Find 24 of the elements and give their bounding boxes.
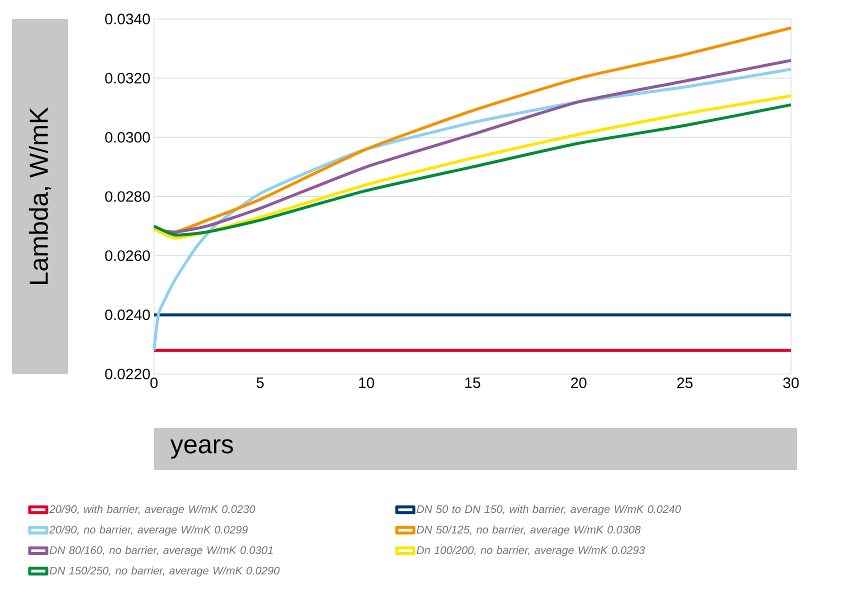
x-tick-label: 25 [677, 378, 693, 388]
legend-label: 20/90, with barrier, average W/mK 0.0230 [49, 505, 256, 516]
y-tick-label: 0.0320 [105, 72, 150, 84]
y-tick-label: 0.0280 [105, 191, 150, 202]
x-tick-label: 5 [256, 378, 264, 388]
x-tick-label: 15 [465, 378, 480, 388]
y-tick-label: 0.0260 [105, 250, 150, 261]
line-series [152, 58, 793, 234]
y-tick-label: 0.0240 [105, 310, 150, 320]
x-tick-label: 30 [783, 378, 799, 388]
legend-label: DN 150/250, no barrier, average W/mK 0.0290 [50, 566, 280, 577]
legend-label: DN 50/125, no barrier, average W/mK 0.0308 [416, 525, 641, 536]
legend-label: Dn 100/200, no barrier, average W/mK 0.0293 [416, 546, 645, 556]
y-tick-label: 0.0340 [105, 14, 150, 24]
x-tick-label: 20 [571, 378, 586, 388]
x-axis-title: years [170, 439, 233, 459]
x-tick-label: 10 [359, 378, 374, 388]
legend-label: DN 50 to DN 150, with barrier, average W/mK 0.0240 [416, 505, 681, 516]
legend-label: DN 80/160, no barrier, average W/mK 0.0301 [50, 546, 273, 556]
y-tick-label: 0.0300 [105, 132, 150, 143]
legend-label: 20/90, no barrier, average W/mK 0.0299 [49, 525, 248, 536]
y-tick-label: 0.0220 [105, 368, 150, 380]
x-tick-label: 0 [150, 378, 158, 388]
y-axis-title: Lambda, W/mK [28, 107, 52, 284]
